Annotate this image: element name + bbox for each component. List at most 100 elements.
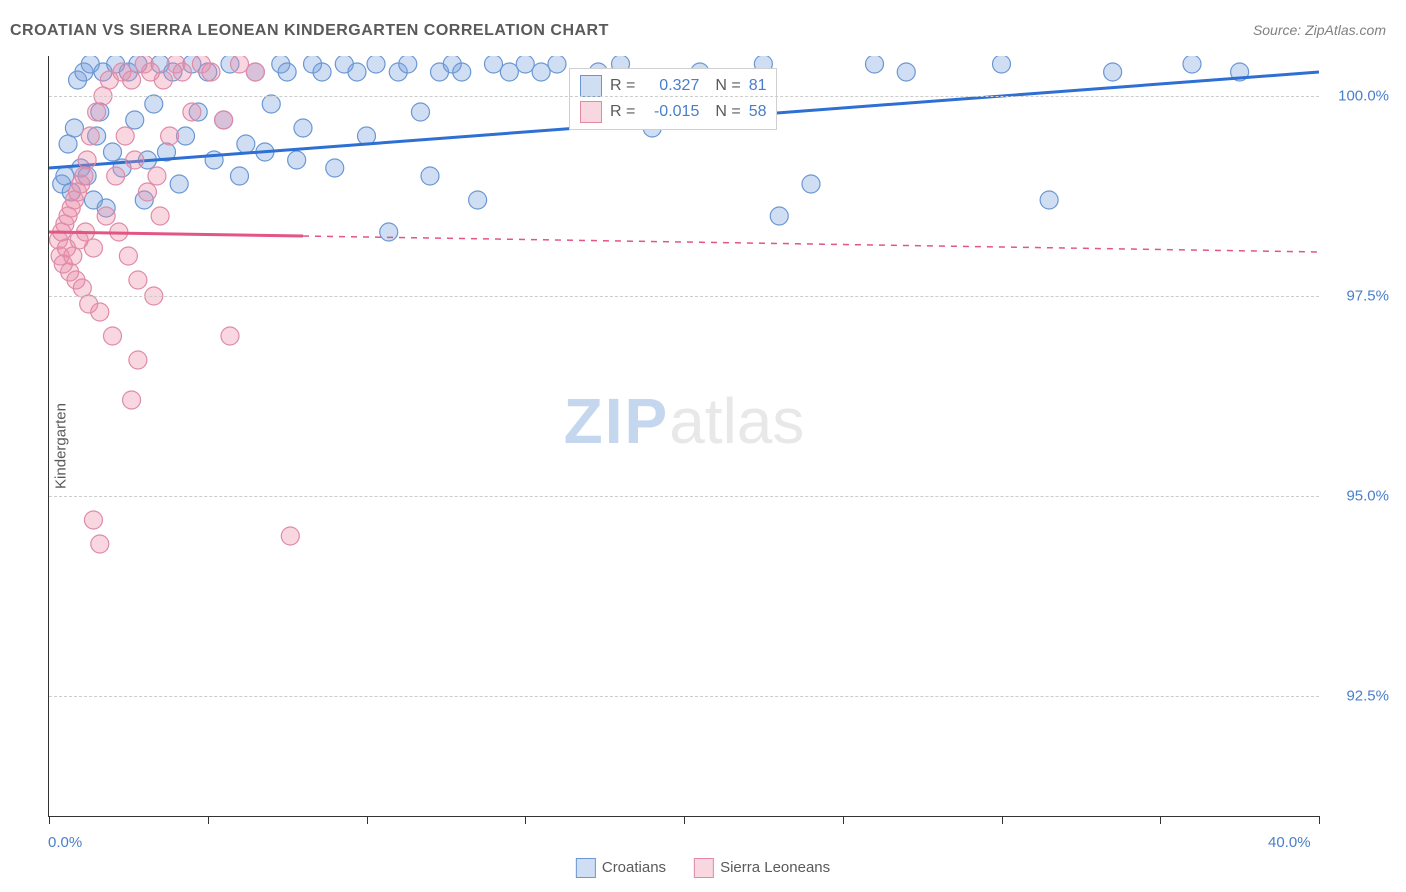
data-point <box>129 271 147 289</box>
data-point <box>65 119 83 137</box>
data-point <box>313 63 331 81</box>
legend-swatch <box>576 858 596 878</box>
data-point <box>380 223 398 241</box>
data-point <box>485 56 503 73</box>
data-point <box>770 207 788 225</box>
y-tick-label: 100.0% <box>1329 88 1389 105</box>
data-point <box>126 151 144 169</box>
legend-item: Croatians <box>576 858 666 878</box>
data-point <box>81 127 99 145</box>
stats-r-value: -0.015 <box>643 99 699 125</box>
data-point <box>84 511 102 529</box>
trend-line-dashed <box>303 236 1319 252</box>
stats-swatch <box>580 75 602 97</box>
data-point <box>123 391 141 409</box>
data-point <box>91 535 109 553</box>
data-point <box>97 207 115 225</box>
data-point <box>326 159 344 177</box>
stats-n-value: 58 <box>749 99 767 125</box>
plot-area: ZIPatlas R =0.327N =81R =-0.015N =58 92.… <box>48 56 1319 817</box>
data-point <box>294 119 312 137</box>
data-point <box>453 63 471 81</box>
data-point <box>237 135 255 153</box>
data-point <box>399 56 417 73</box>
y-tick-label: 97.5% <box>1329 288 1389 305</box>
y-tick-label: 92.5% <box>1329 688 1389 705</box>
data-point <box>170 175 188 193</box>
gridline <box>49 696 1319 697</box>
data-point <box>161 127 179 145</box>
data-point <box>221 327 239 345</box>
data-point <box>64 247 82 265</box>
data-point <box>897 63 915 81</box>
data-point <box>231 56 249 73</box>
x-tick <box>208 816 209 824</box>
data-point <box>154 71 172 89</box>
chart-title: CROATIAN VS SIERRA LEONEAN KINDERGARTEN … <box>10 22 609 40</box>
data-point <box>231 167 249 185</box>
data-point <box>421 167 439 185</box>
data-point <box>202 63 220 81</box>
data-point <box>348 63 366 81</box>
x-tick <box>1002 816 1003 824</box>
data-point <box>548 56 566 73</box>
data-point <box>104 143 122 161</box>
data-point <box>1183 56 1201 73</box>
x-tick <box>49 816 50 824</box>
data-point <box>107 167 125 185</box>
data-point <box>281 527 299 545</box>
source-attribution: Source: ZipAtlas.com <box>1253 22 1386 38</box>
data-point <box>59 135 77 153</box>
data-point <box>123 71 141 89</box>
data-point <box>56 167 74 185</box>
x-axis-max-label: 40.0% <box>1268 834 1311 851</box>
x-axis-min-label: 0.0% <box>48 834 82 851</box>
data-point <box>500 63 518 81</box>
data-point <box>278 63 296 81</box>
legend-label: Sierra Leoneans <box>720 859 830 876</box>
data-point <box>469 191 487 209</box>
stats-swatch <box>580 101 602 123</box>
legend-label: Croatians <box>602 859 666 876</box>
data-point <box>129 351 147 369</box>
data-point <box>73 279 91 297</box>
x-tick <box>367 816 368 824</box>
data-point <box>91 303 109 321</box>
stats-row: R = -0.015 N = 58 <box>580 99 766 125</box>
data-point <box>1040 191 1058 209</box>
source-value: ZipAtlas.com <box>1305 22 1386 38</box>
data-point <box>119 247 137 265</box>
data-point <box>802 175 820 193</box>
y-tick-label: 95.0% <box>1329 488 1389 505</box>
data-point <box>411 103 429 121</box>
data-point <box>1104 63 1122 81</box>
gridline <box>49 96 1319 97</box>
data-point <box>148 167 166 185</box>
data-point <box>246 63 264 81</box>
correlation-stats-box: R =0.327N =81R =-0.015N =58 <box>569 68 777 130</box>
data-point <box>516 56 534 73</box>
data-point <box>173 63 191 81</box>
data-point <box>145 95 163 113</box>
data-point <box>532 63 550 81</box>
plot-svg <box>49 56 1319 816</box>
x-tick <box>684 816 685 824</box>
data-point <box>367 56 385 73</box>
data-point <box>75 167 93 185</box>
data-point <box>288 151 306 169</box>
data-point <box>116 127 134 145</box>
data-point <box>993 56 1011 73</box>
data-point <box>88 103 106 121</box>
gridline <box>49 496 1319 497</box>
legend-item: Sierra Leoneans <box>694 858 830 878</box>
legend-swatch <box>694 858 714 878</box>
stats-n-label: N = <box>715 99 740 125</box>
x-tick <box>843 816 844 824</box>
stats-r-label: R = <box>610 99 635 125</box>
data-point <box>104 327 122 345</box>
data-point <box>84 239 102 257</box>
x-tick <box>1160 816 1161 824</box>
gridline <box>49 296 1319 297</box>
source-label: Source: <box>1253 22 1305 38</box>
data-point <box>151 207 169 225</box>
